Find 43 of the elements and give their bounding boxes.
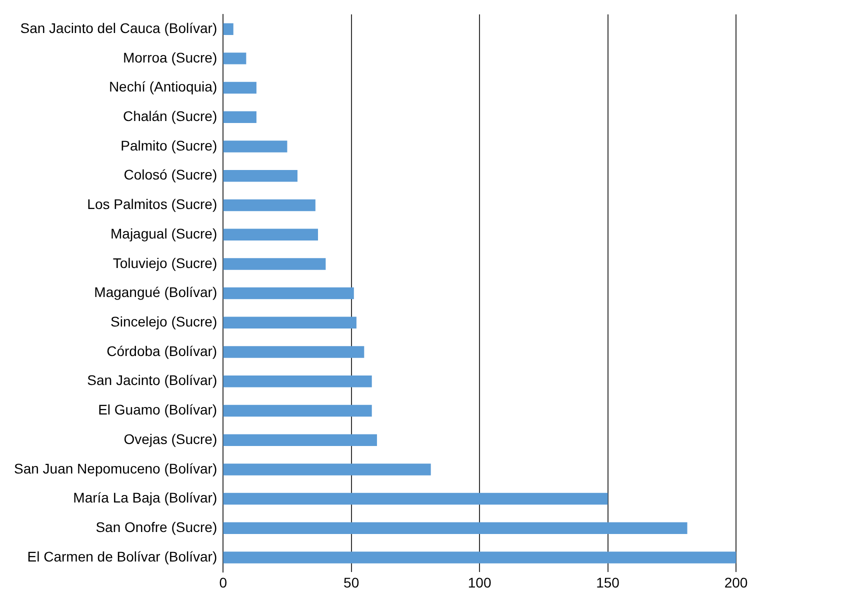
bar (223, 140, 288, 152)
y-tick-label: Los Palmitos (Sucre) (87, 196, 218, 212)
bar (223, 552, 736, 564)
bar (223, 434, 377, 446)
y-tick-label: Toluviejo (Sucre) (112, 254, 218, 271)
y-tick-label: Colosó (Sucre) (124, 166, 218, 183)
bar (223, 376, 372, 388)
bar (223, 228, 318, 240)
y-tick-label: Morroa (Sucre) (122, 49, 218, 66)
y-tick-label: San Jacinto del Cauca (Bolívar) (20, 20, 218, 36)
x-tick-label: 200 (724, 574, 748, 590)
bar (223, 404, 372, 417)
bar (223, 522, 688, 534)
y-tick-label: María La Baja (Bolívar) (73, 490, 218, 506)
y-tick-label: Palmito (Sucre) (120, 137, 218, 154)
y-tick-label: Magangué (Bolívar) (94, 284, 218, 300)
x-tick-label: 100 (468, 574, 492, 590)
y-tick-label: Nechí (Antioquia) (108, 78, 218, 95)
bar (223, 492, 608, 505)
bar (223, 464, 431, 476)
bar (223, 287, 354, 300)
y-tick-label: El Carmen de Bolívar (Bolívar) (27, 548, 218, 564)
x-tick-label: 0 (219, 574, 228, 590)
y-tick-label: El Guamo (Bolívar) (98, 402, 218, 418)
bar (223, 316, 356, 329)
bar (223, 111, 256, 124)
y-tick-label: San Onofre (Sucre) (96, 519, 218, 536)
bar (223, 346, 364, 358)
y-tick-label: Chalán (Sucre) (122, 108, 218, 124)
bar (223, 258, 326, 270)
bar (223, 170, 298, 182)
y-tick-label: Ovejas (Sucre) (124, 430, 218, 447)
bar (223, 82, 256, 94)
x-tick-label: 50 (344, 574, 360, 590)
y-tick-label: Sincelejo (Sucre) (110, 314, 218, 330)
bar (223, 199, 316, 212)
x-tick-label: 150 (596, 574, 620, 590)
y-tick-label: Córdoba (Bolívar) (106, 342, 218, 359)
bar (223, 23, 234, 35)
y-tick-label: San Jacinto (Bolívar) (87, 372, 218, 388)
y-tick-label: Majagual (Sucre) (110, 225, 218, 242)
bar (223, 52, 246, 64)
y-tick-label: San Juan Nepomuceno (Bolívar) (14, 460, 218, 476)
